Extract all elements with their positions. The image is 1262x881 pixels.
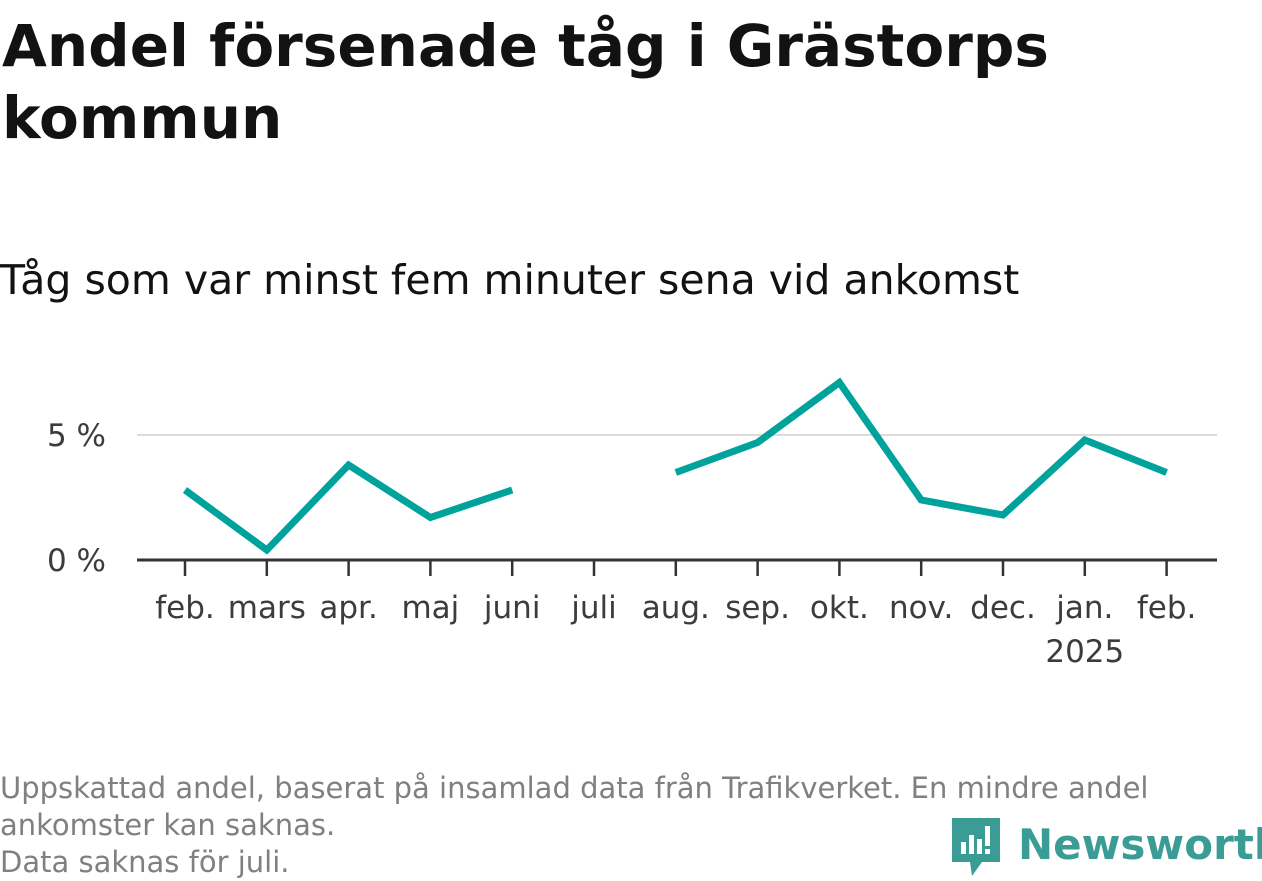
series-delayed-share bbox=[185, 382, 1167, 550]
x-axis bbox=[137, 560, 1217, 576]
y-axis-labels: 0 % 5 % bbox=[47, 418, 106, 579]
x-tick-label: mars bbox=[228, 590, 306, 626]
series-line-segment bbox=[676, 383, 1167, 516]
newsworthy-logo-icon bbox=[952, 818, 1000, 878]
x-tick-label: juli bbox=[570, 590, 617, 626]
x-tick-label: maj bbox=[401, 590, 459, 626]
x-tick-label: feb. bbox=[1137, 590, 1197, 626]
x-tick-label: sep. bbox=[725, 590, 790, 626]
y-tick-label: 0 % bbox=[47, 543, 106, 579]
series-line-segment bbox=[185, 465, 512, 550]
x-year-label: 2025 bbox=[1045, 634, 1124, 670]
brand-name: Newsworthy bbox=[1018, 820, 1262, 870]
x-tick-label: okt. bbox=[810, 590, 869, 626]
x-tick-label: jan. bbox=[1055, 590, 1113, 626]
x-tick-label: feb. bbox=[155, 590, 215, 626]
y-tick-label: 5 % bbox=[47, 418, 106, 454]
x-tick-label: juni bbox=[483, 590, 541, 626]
x-tick-label: nov. bbox=[889, 590, 953, 626]
brand-logo: Newsworthy bbox=[952, 818, 1262, 878]
x-tick-label: apr. bbox=[319, 590, 377, 626]
x-tick-label: dec. bbox=[970, 590, 1036, 626]
x-tick-label: aug. bbox=[642, 590, 710, 626]
footnote-line-1: Uppskattad andel, baserat på insamlad da… bbox=[0, 770, 1250, 807]
